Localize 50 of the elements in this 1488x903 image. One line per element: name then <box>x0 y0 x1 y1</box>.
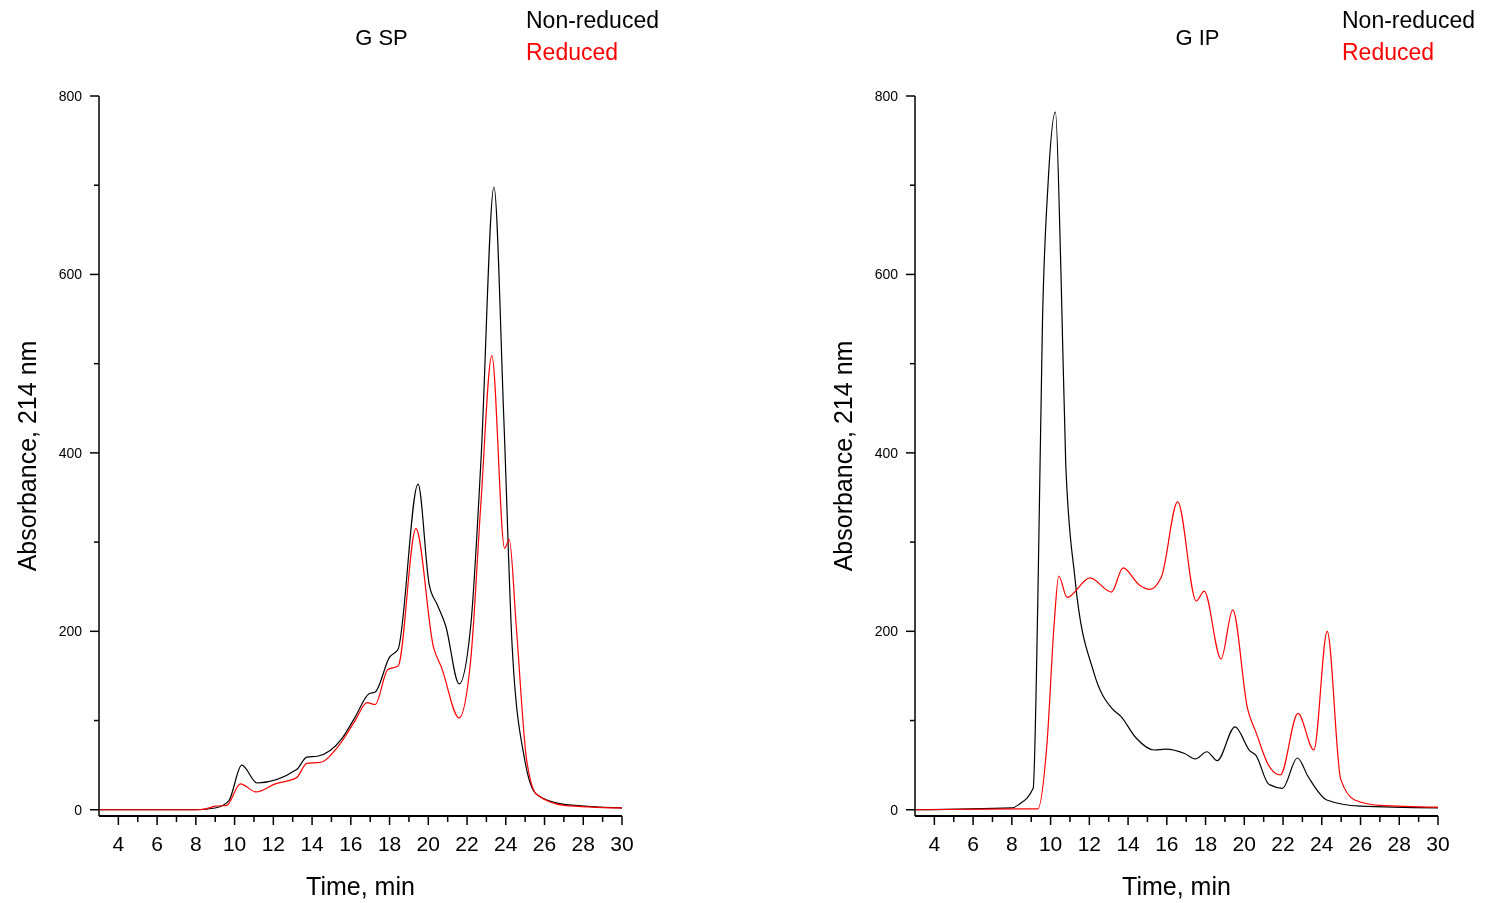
x-tick-label: 4 <box>928 832 941 855</box>
x-tick-label: 24 <box>494 832 518 855</box>
chart-title: G SP <box>355 25 408 50</box>
y-tick-label: 600 <box>58 266 83 283</box>
y-axis-title: Absorbance, 214 nm <box>829 340 857 572</box>
x-tick-label: 8 <box>190 832 202 855</box>
x-tick-label: 16 <box>339 832 363 855</box>
x-tick-label: 26 <box>532 832 557 855</box>
x-tick-label: 6 <box>151 832 163 855</box>
x-tick-label: 14 <box>1116 832 1141 855</box>
y-tick-label: 0 <box>890 801 899 818</box>
x-tick-label: 10 <box>222 832 247 855</box>
y-tick-label: 0 <box>74 801 83 818</box>
text: Reduced <box>526 39 619 65</box>
y-tick-label: 800 <box>58 88 83 104</box>
x-tick-label: 8 <box>1006 832 1018 855</box>
y-tick-label: 400 <box>58 444 83 461</box>
x-tick-label: 18 <box>1193 832 1218 855</box>
x-tick-label: 26 <box>1348 832 1373 855</box>
x-tick-label: 12 <box>1077 832 1102 855</box>
y-tick-label: 400 <box>874 444 899 461</box>
x-axis-title: Time, min <box>1122 872 1231 900</box>
x-tick-label: 22 <box>1271 832 1295 855</box>
x-tick-label: 28 <box>571 832 595 855</box>
y-tick-label: 200 <box>874 623 899 640</box>
y-tick-label: 600 <box>874 266 899 283</box>
x-tick-label: 22 <box>455 832 479 855</box>
y-tick-label: 200 <box>58 623 83 640</box>
x-tick-label: 10 <box>1038 832 1063 855</box>
x-tick-label: 4 <box>112 832 125 855</box>
text: Reduced <box>1342 39 1435 65</box>
text: Non-reduced <box>1342 7 1475 33</box>
x-tick-label: 14 <box>300 832 325 855</box>
chart-title: G IP <box>1175 25 1220 50</box>
line-series <box>914 501 1439 811</box>
x-tick-label: 28 <box>1387 832 1411 855</box>
x-tick-label: 16 <box>1155 832 1179 855</box>
x-tick-label: 30 <box>1426 832 1450 855</box>
x-tick-label: 6 <box>967 832 979 855</box>
x-tick-label: 20 <box>416 832 440 855</box>
y-axis-title: Absorbance, 214 nm <box>13 340 41 572</box>
x-tick-label: 30 <box>610 832 634 855</box>
x-tick-label: 20 <box>1232 832 1256 855</box>
x-axis-title: Time, min <box>306 872 415 900</box>
x-tick-label: 24 <box>1310 832 1334 855</box>
x-tick-label: 12 <box>261 832 286 855</box>
line-series <box>98 355 623 811</box>
x-tick-label: 18 <box>377 832 402 855</box>
text: Non-reduced <box>526 7 659 33</box>
y-tick-label: 800 <box>874 88 899 104</box>
